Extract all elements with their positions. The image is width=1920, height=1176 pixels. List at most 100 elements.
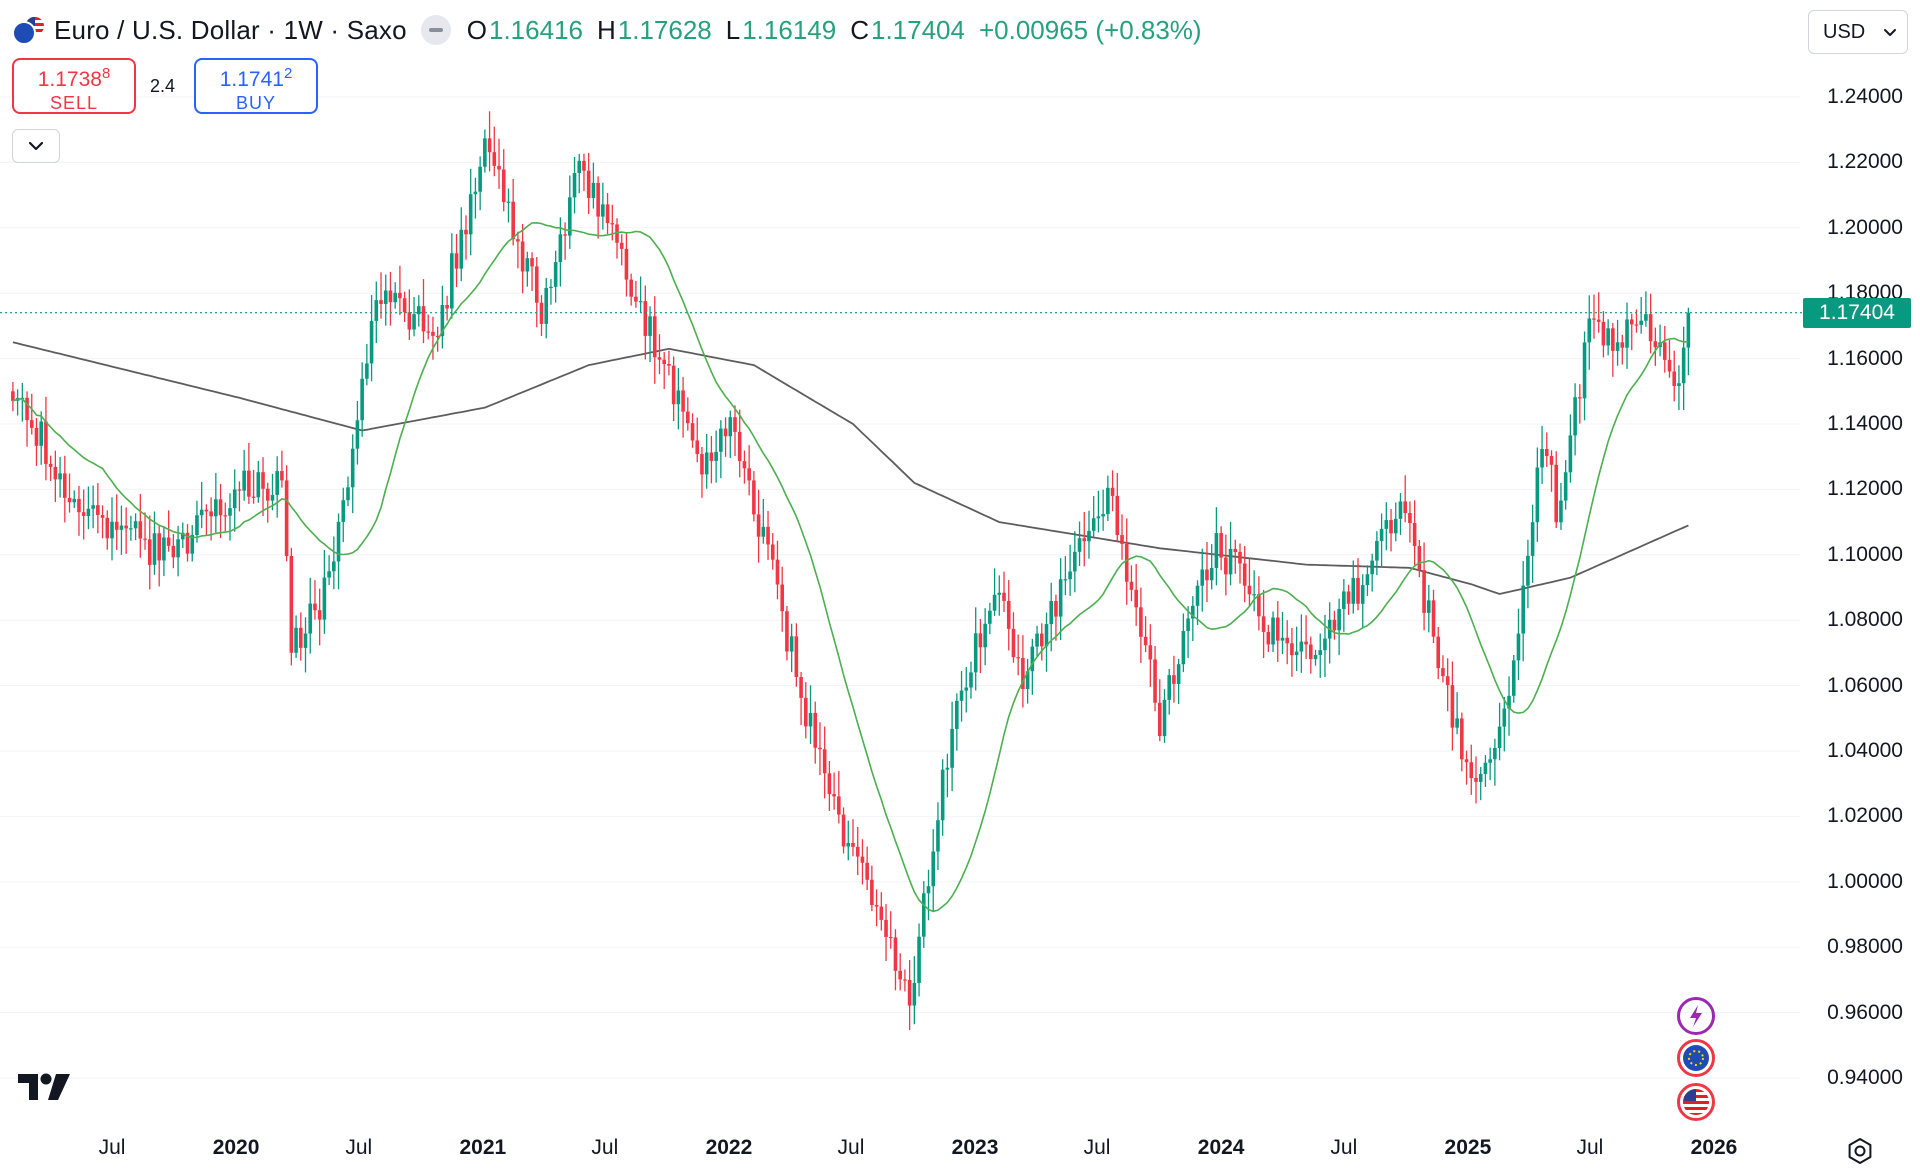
candle-body-down <box>1309 644 1313 660</box>
candle-body-up <box>440 304 445 337</box>
candle-body-down <box>1403 501 1407 514</box>
candle-body-down <box>1129 581 1134 590</box>
candle-body-down <box>1143 636 1148 646</box>
candle-body-up <box>544 287 549 324</box>
tradingview-logo[interactable] <box>18 1072 74 1102</box>
us-flag-icon[interactable] <box>1677 1083 1715 1121</box>
candle-body-up <box>322 577 327 620</box>
candle-body-down <box>785 611 789 652</box>
candle-body-down <box>827 773 832 795</box>
candle-body-up <box>1493 748 1497 760</box>
candle-body-up <box>1677 383 1681 386</box>
candle-body-up <box>332 561 336 572</box>
candle-body-down <box>497 165 501 170</box>
candle-body-down <box>388 290 393 303</box>
candle-body-up <box>525 258 530 272</box>
candle-body-down <box>96 505 100 516</box>
candle-body-up <box>1686 312 1691 348</box>
candle-body-down <box>1460 718 1464 760</box>
candle-body-down <box>435 335 440 338</box>
ma-fast-path <box>12 221 1689 913</box>
ohlc-low-value: 1.16149 <box>742 14 837 45</box>
eu-flag-icon[interactable] <box>1677 1039 1715 1077</box>
candle-body-up <box>1483 762 1488 774</box>
y-tick-label: 1.14000 <box>1827 412 1903 435</box>
candle-body-down <box>284 480 289 557</box>
currency-select[interactable]: USD <box>1808 10 1908 54</box>
market-status-icon[interactable] <box>420 15 451 45</box>
candle-body-down <box>865 862 869 880</box>
candle-body-up <box>1455 718 1459 728</box>
candle-body-up <box>1063 579 1068 581</box>
candle-body-down <box>1016 657 1020 659</box>
candle-body-up <box>195 515 199 535</box>
candle-body-down <box>1653 341 1658 348</box>
ohlc-open-label: O <box>466 14 487 45</box>
ma-slow-path <box>12 341 1689 595</box>
collapse-legend-button[interactable] <box>12 129 60 163</box>
us-flag-glyph-icon <box>1683 1089 1709 1115</box>
gear-icon[interactable] <box>1845 1136 1875 1166</box>
candle-body-down <box>1441 668 1445 677</box>
candle-body-down <box>1082 538 1087 542</box>
candle-body-up <box>1497 726 1502 749</box>
x-tick-label: Jul <box>1576 1136 1604 1159</box>
candle-body-up <box>969 672 973 688</box>
candle-body-up <box>1587 318 1592 343</box>
candle-body-down <box>723 428 728 437</box>
candle-body-down <box>166 537 171 546</box>
candle-body-down <box>1662 342 1667 360</box>
candle-body-down <box>421 306 426 332</box>
candle-body-down <box>317 610 322 620</box>
candle-body-up <box>1181 631 1186 665</box>
symbol-legend: Euro / U.S. Dollar · 1W · Saxo O 1.16416… <box>12 12 1216 48</box>
candle-body-up <box>242 470 246 491</box>
candle-body-up <box>1502 708 1507 727</box>
candle-body-up <box>327 571 331 578</box>
candle-body-down <box>407 312 412 330</box>
candle-body-down <box>907 979 912 1006</box>
candle-body-up <box>1299 641 1304 652</box>
y-tick-label: 0.94000 <box>1827 1066 1903 1089</box>
candle-body-up <box>275 471 279 495</box>
candle-body-down <box>888 936 893 939</box>
candle-body-up <box>553 262 558 287</box>
candle-body-down <box>1332 619 1337 631</box>
candle-body-down <box>1422 570 1426 613</box>
candle-body-down <box>780 584 784 612</box>
symbol-title[interactable]: Euro / U.S. Dollar · 1W · Saxo <box>54 14 407 45</box>
y-tick-label: 1.06000 <box>1827 673 1903 697</box>
candle-body-up <box>1644 314 1648 321</box>
candle-body-up <box>350 448 355 488</box>
candle-body-up <box>983 623 987 648</box>
candle-body-up <box>1426 600 1431 613</box>
candle-body-down <box>530 258 534 267</box>
candle-body-down <box>289 556 294 653</box>
candle-body-up <box>365 363 369 379</box>
candle-body-down <box>157 533 161 561</box>
candle-body-up <box>1294 651 1299 656</box>
candle-body-up <box>950 728 954 768</box>
candle-body-down <box>1238 552 1242 564</box>
candle-body-up <box>190 534 195 554</box>
buy-label: BUY <box>235 93 276 113</box>
candle-body-down <box>1285 637 1290 644</box>
candle-body-down <box>1356 577 1360 604</box>
candle-body-up <box>341 500 346 522</box>
candle-body-up <box>1563 472 1568 501</box>
x-tick-label: Jul <box>98 1136 126 1159</box>
candle-body-down <box>1266 631 1271 645</box>
candle-body-up <box>1313 654 1318 660</box>
candle-body-up <box>1337 609 1341 631</box>
candle-body-up <box>176 539 180 558</box>
flash-icon[interactable] <box>1677 997 1715 1035</box>
candle-body-down <box>1290 643 1294 656</box>
buy-button[interactable]: 1.17412 BUY <box>194 58 318 114</box>
candle-body-down <box>1157 702 1162 737</box>
candle-body-up <box>992 594 997 611</box>
sell-button[interactable]: 1.17388 SELL <box>12 58 136 114</box>
candle-body-up <box>1200 569 1205 586</box>
candle-body-up <box>1370 560 1374 575</box>
candle-body-down <box>860 856 865 863</box>
